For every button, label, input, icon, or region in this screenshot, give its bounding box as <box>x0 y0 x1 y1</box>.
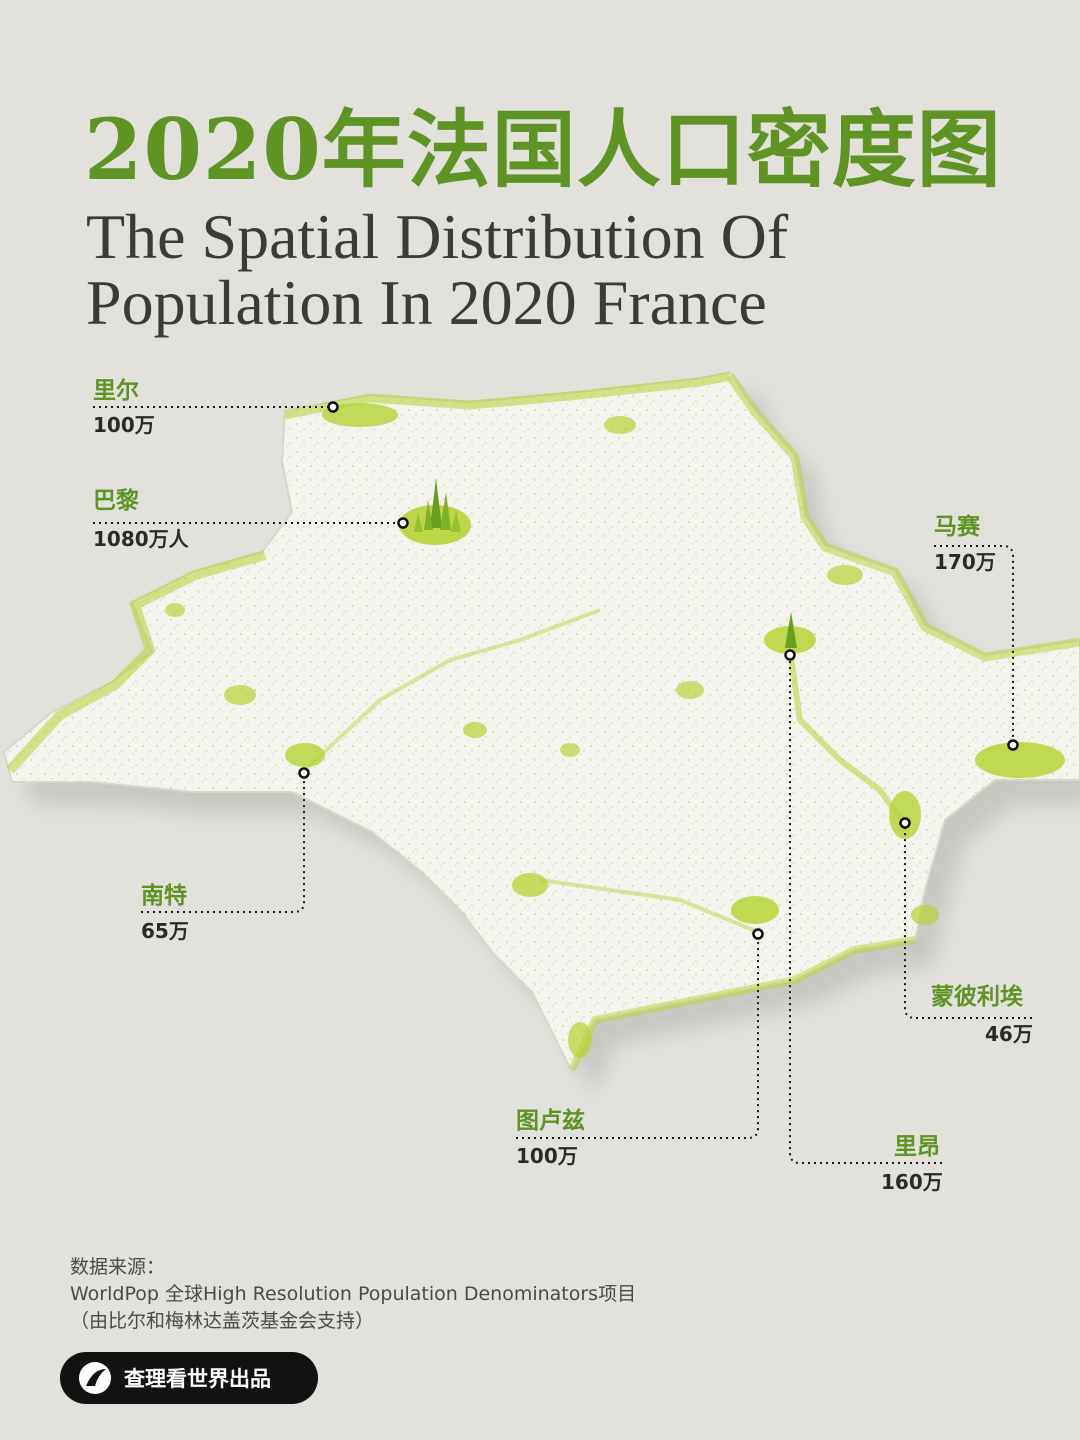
data-source-line1: WorldPop 全球High Resolution Population De… <box>70 1283 637 1305</box>
marker-lyon <box>784 649 796 661</box>
city-population-toulouse: 100万 <box>516 1144 578 1168</box>
rhone-corridor <box>787 649 908 827</box>
data-source: 数据来源： WorldPop 全球High Resolution Populat… <box>70 1254 636 1335</box>
loire-corridor <box>303 608 601 772</box>
title-chinese: 2020年法国人口密度图 <box>84 100 1002 199</box>
city-name-lille: 里尔 <box>93 378 139 404</box>
coast-density-north <box>284 371 731 420</box>
city-name-marseille: 马赛 <box>934 514 980 540</box>
brand-name: 查理看世界出品 <box>124 1367 271 1391</box>
coast-density-west <box>6 550 267 774</box>
brand-badge: 查理看世界出品 <box>60 1352 318 1404</box>
city-population-montpellier: 46万 <box>985 1022 1033 1046</box>
data-source-label: 数据来源： <box>70 1256 166 1278</box>
marker-toulouse <box>752 928 764 940</box>
coast-density-south <box>568 936 916 1072</box>
leader-line-marseille <box>934 545 1014 745</box>
city-population-lyon: 160万 <box>881 1170 943 1194</box>
settlement-texture <box>4 372 1080 1072</box>
title-english-line1: The Spatial Distribution Of <box>86 201 789 272</box>
city-population-marseille: 170万 <box>934 550 996 574</box>
marker-marseille <box>1007 739 1019 751</box>
marker-lille <box>327 401 339 413</box>
brand-logo-icon <box>79 1362 111 1394</box>
marker-montpellier <box>899 817 911 829</box>
city-population-lille: 100万 <box>93 413 155 437</box>
border-density-east <box>726 373 1080 662</box>
title-english-line2: Population In 2020 France <box>86 267 767 338</box>
paris-density-spikes <box>414 478 461 532</box>
city-name-toulouse: 图卢兹 <box>516 1108 585 1134</box>
marker-nantes <box>298 767 310 779</box>
marker-paris <box>397 517 409 529</box>
lyon-density-spike <box>785 612 797 648</box>
city-population-nantes: 65万 <box>141 919 189 943</box>
leader-line-nantes <box>141 773 305 913</box>
garonne-corridor <box>539 878 759 934</box>
data-source-line2: （由比尔和梅林达盖茨基金会支持） <box>70 1310 375 1332</box>
leader-line-montpellier <box>904 823 1032 1019</box>
city-population-paris: 1080万人 <box>93 527 189 551</box>
leader-line-toulouse <box>516 934 759 1139</box>
title-english: The Spatial Distribution Of Population I… <box>86 204 788 336</box>
urban-clusters <box>165 403 1065 1058</box>
leader-line-lyon <box>789 655 942 1164</box>
city-name-nantes: 南特 <box>141 883 187 909</box>
city-name-lyon: 里昂 <box>894 1134 940 1160</box>
city-name-montpellier: 蒙彼利埃 <box>931 984 1023 1010</box>
city-name-paris: 巴黎 <box>93 488 139 514</box>
